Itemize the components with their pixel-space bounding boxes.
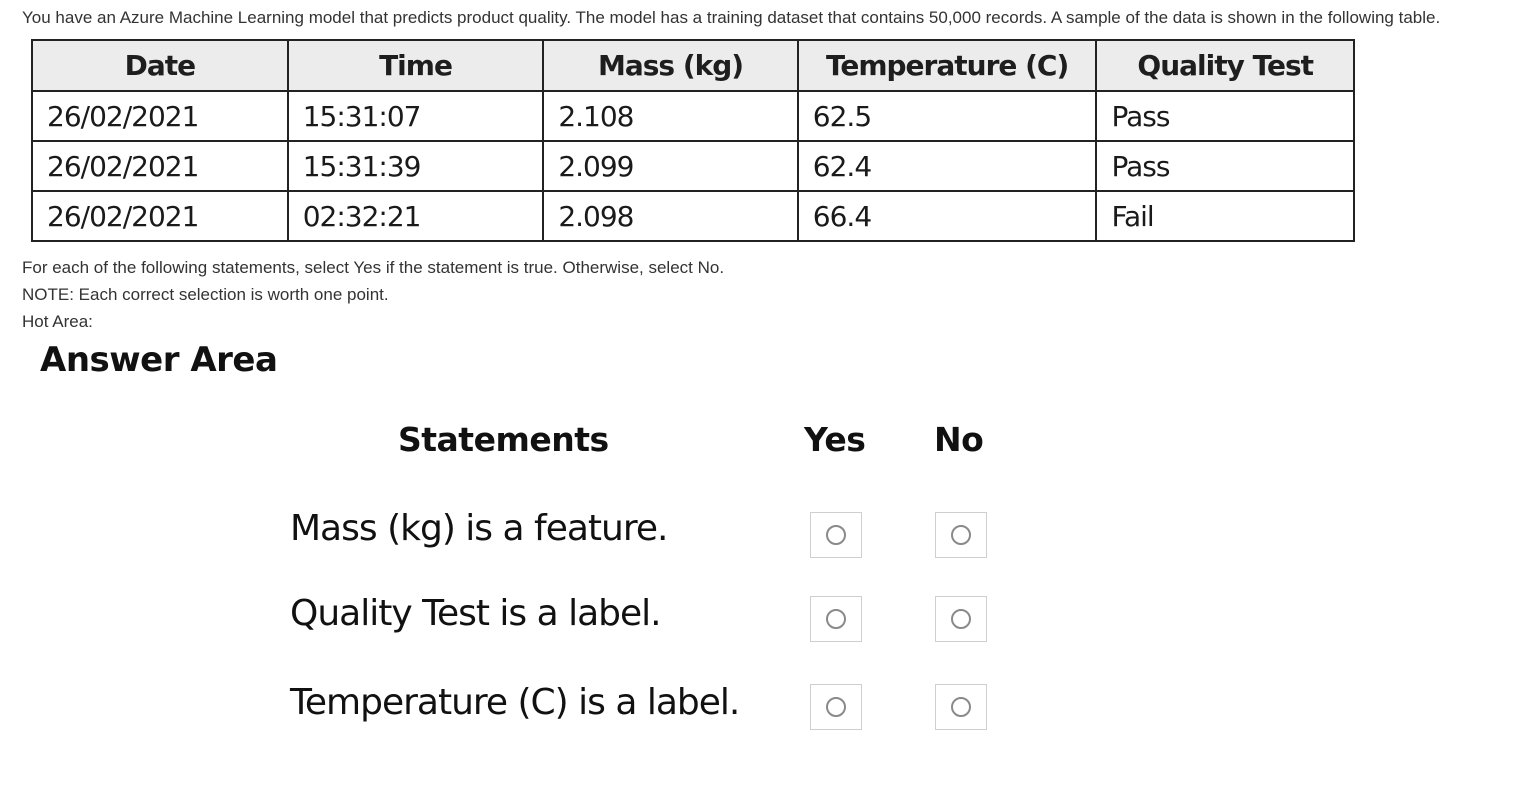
table-row: 26/02/2021 15:31:39 2.099 62.4 Pass: [31, 140, 1355, 192]
statements-header: Statements: [398, 420, 609, 459]
question-instruction: For each of the following statements, se…: [22, 258, 725, 277]
table-cell: 2.108: [542, 90, 799, 142]
table-cell: Fail: [1095, 190, 1355, 242]
radio-button-icon: [826, 525, 846, 545]
no-header: No: [934, 420, 984, 459]
answer-area-title: Answer Area: [40, 340, 278, 380]
sample-data-table: Date Time Mass (kg) Temperature (C) Qual…: [31, 39, 1355, 242]
table-cell: 62.5: [796, 90, 1098, 142]
table-cell: 2.099: [542, 140, 799, 192]
statement-3-yes-option[interactable]: [810, 684, 862, 730]
hot-area-label: Hot Area:: [22, 312, 93, 331]
column-header-time: Time: [286, 39, 545, 92]
table-cell: Pass: [1095, 90, 1355, 142]
radio-button-icon: [951, 697, 971, 717]
radio-button-icon: [951, 609, 971, 629]
table-cell: 26/02/2021: [31, 190, 289, 242]
table-cell: 15:31:07: [286, 90, 545, 142]
column-header-quality-test: Quality Test: [1095, 39, 1355, 92]
yes-header: Yes: [804, 420, 866, 459]
column-header-date: Date: [31, 39, 289, 92]
statement-quality-test-label: Quality Test is a label.: [290, 593, 662, 634]
table-cell: 02:32:21: [286, 190, 545, 242]
column-header-mass: Mass (kg): [542, 39, 799, 92]
statement-2-yes-option[interactable]: [810, 596, 862, 642]
table-row: 26/02/2021 02:32:21 2.098 66.4 Fail: [31, 190, 1355, 242]
statement-1-yes-option[interactable]: [810, 512, 862, 558]
table-cell: 62.4: [796, 140, 1098, 192]
radio-button-icon: [826, 609, 846, 629]
question-note: NOTE: Each correct selection is worth on…: [22, 285, 389, 304]
table-cell: 26/02/2021: [31, 140, 289, 192]
question-intro: You have an Azure Machine Learning model…: [22, 8, 1441, 27]
radio-button-icon: [826, 697, 846, 717]
statement-1-no-option[interactable]: [935, 512, 987, 558]
table-cell: Pass: [1095, 140, 1355, 192]
table-cell: 2.098: [542, 190, 799, 242]
statement-mass-feature: Mass (kg) is a feature.: [290, 508, 668, 549]
statement-2-no-option[interactable]: [935, 596, 987, 642]
statement-3-no-option[interactable]: [935, 684, 987, 730]
table-row: 26/02/2021 15:31:07 2.108 62.5 Pass: [31, 90, 1355, 142]
table-cell: 66.4: [796, 190, 1098, 242]
column-header-temperature: Temperature (C): [796, 39, 1098, 92]
statement-temperature-label: Temperature (C) is a label.: [290, 682, 740, 723]
table-header-row: Date Time Mass (kg) Temperature (C) Qual…: [31, 39, 1355, 92]
radio-button-icon: [951, 525, 971, 545]
table-cell: 26/02/2021: [31, 90, 289, 142]
table-cell: 15:31:39: [286, 140, 545, 192]
